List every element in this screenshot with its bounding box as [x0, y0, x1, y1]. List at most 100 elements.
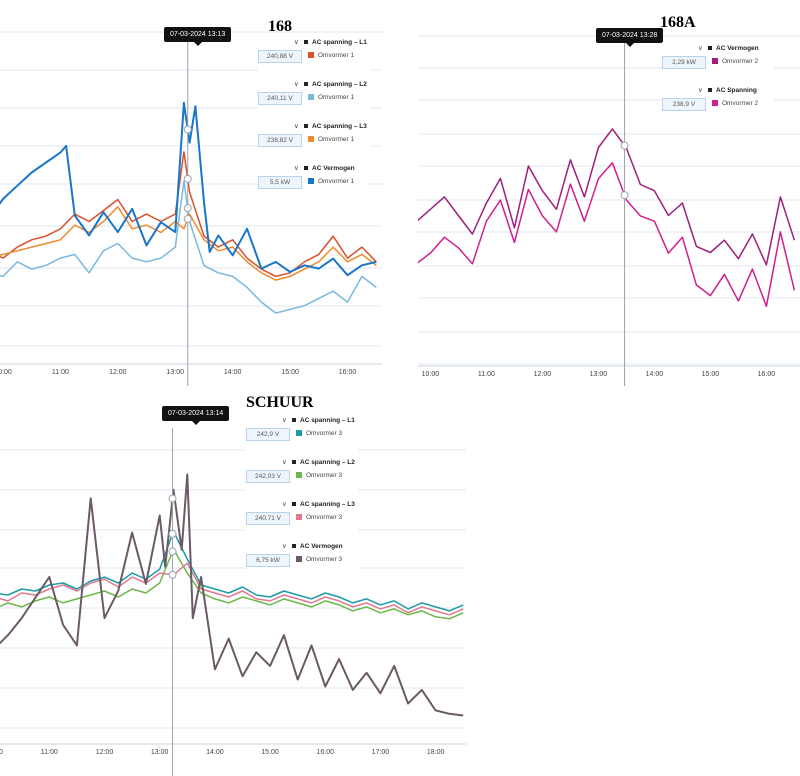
x-tick-label: 16:00 — [758, 371, 776, 378]
legend-series-header[interactable]: ∨ AC spanning – L3 — [282, 500, 355, 508]
x-tick-label: 11:00 — [41, 749, 58, 756]
x-tick-label: 17:00 — [372, 749, 390, 756]
legend-value-badge: 240,71 V — [246, 512, 290, 525]
chevron-down-icon[interactable]: ∨ — [282, 417, 287, 424]
legend-item-label: Omvormer 3 — [306, 556, 343, 563]
chevron-down-icon[interactable]: ∨ — [294, 81, 299, 88]
legend-item[interactable]: Omvormer 3 — [296, 556, 342, 563]
legend-series-label: AC Vermogen — [312, 165, 355, 172]
series-line — [418, 162, 796, 308]
legend-item[interactable]: Omvormer 2 — [712, 100, 758, 107]
x-tick-label: 15:00 — [702, 371, 720, 378]
chart-legend: ∨ AC spanning – L1 242,9 V Omvormer 3 ∨ AC sp… — [246, 414, 358, 582]
legend-item-label: Omvormer 2 — [722, 58, 759, 65]
checkbox-icon[interactable] — [304, 124, 308, 129]
chevron-down-icon[interactable]: ∨ — [698, 87, 703, 94]
legend-item[interactable]: Omvormer 3 — [296, 514, 342, 521]
legend-series-header[interactable]: ∨ AC Vermogen — [698, 44, 759, 52]
legend-item[interactable]: Omvormer 1 — [308, 52, 354, 59]
legend-series-label: AC spanning – L2 — [300, 459, 355, 466]
legend-item[interactable]: Omvormer 3 — [296, 430, 342, 437]
color-swatch — [296, 472, 302, 479]
hover-marker — [168, 547, 177, 556]
legend-value-badge: 240,88 V — [258, 50, 302, 63]
hover-marker — [183, 204, 192, 213]
legend-value-badge: 5,5 kW — [258, 176, 302, 189]
legend-group[interactable]: ∨ AC Vermogen 2,29 kW Omvormer 2 — [662, 42, 774, 84]
series-line — [0, 151, 377, 278]
series-line — [0, 101, 377, 277]
legend-group[interactable]: ∨ AC spanning – L2 240,11 V Omvormer 1 — [258, 78, 370, 120]
chevron-down-icon[interactable]: ∨ — [282, 501, 287, 508]
x-tick-label: 12:00 — [96, 749, 114, 756]
legend-group[interactable]: ∨ AC spanning – L3 238,82 V Omvormer 1 — [258, 120, 370, 162]
legend-series-header[interactable]: ∨ AC spanning – L2 — [294, 80, 367, 88]
series-line — [418, 128, 796, 266]
chevron-down-icon[interactable]: ∨ — [282, 543, 287, 550]
hover-marker — [168, 494, 177, 503]
legend-series-header[interactable]: ∨ AC Vermogen — [282, 542, 343, 550]
legend-item-label: Omvormer 3 — [306, 430, 343, 437]
checkbox-icon[interactable] — [708, 46, 712, 51]
legend-series-header[interactable]: ∨ AC spanning – L3 — [294, 122, 367, 130]
legend-item-label: Omvormer 1 — [318, 52, 355, 59]
checkbox-icon[interactable] — [304, 40, 308, 45]
legend-group[interactable]: ∨ AC Spanning 238,9 V Omvormer 2 — [662, 84, 774, 126]
legend-group[interactable]: ∨ AC spanning – L2 242,03 V Omvormer 3 — [246, 456, 358, 498]
hover-marker — [183, 125, 192, 134]
checkbox-icon[interactable] — [304, 166, 308, 171]
series-line — [0, 562, 464, 616]
x-tick-label: 18:00 — [427, 749, 445, 756]
legend-group[interactable]: ∨ AC spanning – L1 240,88 V Omvormer 1 — [258, 36, 370, 78]
chevron-down-icon[interactable]: ∨ — [294, 39, 299, 46]
legend-series-header[interactable]: ∨ AC Vermogen — [294, 164, 355, 172]
hover-marker — [168, 570, 177, 579]
legend-series-header[interactable]: ∨ AC Spanning — [698, 86, 757, 94]
legend-group[interactable]: ∨ AC Vermogen 5,5 kW Omvormer 1 — [258, 162, 370, 204]
legend-value-badge: 6,75 kW — [246, 554, 290, 567]
x-tick-label: 12:00 — [534, 371, 552, 378]
chevron-down-icon[interactable]: ∨ — [294, 165, 299, 172]
chart-title: 168 — [268, 18, 292, 35]
x-tick-label: 15:00 — [281, 369, 299, 376]
x-tick-label: 15:00 — [261, 749, 279, 756]
x-tick-label: 13:00 — [166, 369, 184, 376]
legend-item[interactable]: Omvormer 3 — [296, 472, 342, 479]
legend-series-label: AC spanning – L3 — [312, 123, 367, 130]
chevron-down-icon[interactable]: ∨ — [294, 123, 299, 130]
legend-item[interactable]: Omvormer 2 — [712, 58, 758, 65]
color-swatch — [712, 58, 718, 65]
chart-168-plot: 10:00 11:00 12:00 13:00 14:00 15:00 16:00 — [0, 31, 382, 386]
gridlines — [0, 449, 466, 729]
hover-marker — [168, 529, 177, 538]
checkbox-icon[interactable] — [708, 88, 712, 93]
legend-item[interactable]: Omvormer 1 — [308, 136, 354, 143]
legend-series-header[interactable]: ∨ AC spanning – L2 — [282, 458, 355, 466]
x-tick-label: 14:00 — [224, 369, 242, 376]
legend-value-badge: 242,03 V — [246, 470, 290, 483]
checkbox-icon[interactable] — [304, 82, 308, 87]
checkbox-icon[interactable] — [292, 544, 296, 549]
chevron-down-icon[interactable]: ∨ — [282, 459, 287, 466]
checkbox-icon[interactable] — [292, 418, 296, 423]
chart-title: 168A — [660, 14, 696, 31]
chart-panel-168a: 10:00 11:00 12:00 13:00 14:00 15:00 16:00 168A… — [418, 0, 800, 386]
chevron-down-icon[interactable]: ∨ — [698, 45, 703, 52]
chart-legend: ∨ AC spanning – L1 240,88 V Omvormer 1 ∨ AC s… — [258, 36, 370, 204]
checkbox-icon[interactable] — [292, 502, 296, 507]
legend-group[interactable]: ∨ AC spanning – L1 242,9 V Omvormer 3 — [246, 414, 358, 456]
legend-item[interactable]: Omvormer 1 — [308, 178, 354, 185]
color-swatch — [296, 556, 302, 563]
checkbox-icon[interactable] — [292, 460, 296, 465]
legend-item[interactable]: Omvormer 1 — [308, 94, 354, 101]
hover-marker — [620, 141, 629, 150]
color-swatch — [308, 52, 314, 59]
gridlines — [418, 35, 800, 365]
legend-series-header[interactable]: ∨ AC spanning – L1 — [282, 416, 355, 424]
legend-group[interactable]: ∨ AC spanning – L3 240,71 V Omvormer 3 — [246, 498, 358, 540]
legend-series-header[interactable]: ∨ AC spanning – L1 — [294, 38, 367, 46]
color-swatch — [308, 136, 314, 143]
hover-tooltip: 07-03-2024 13:13 — [164, 27, 232, 46]
legend-group[interactable]: ∨ AC Vermogen 6,75 kW Omvormer 3 — [246, 540, 358, 582]
